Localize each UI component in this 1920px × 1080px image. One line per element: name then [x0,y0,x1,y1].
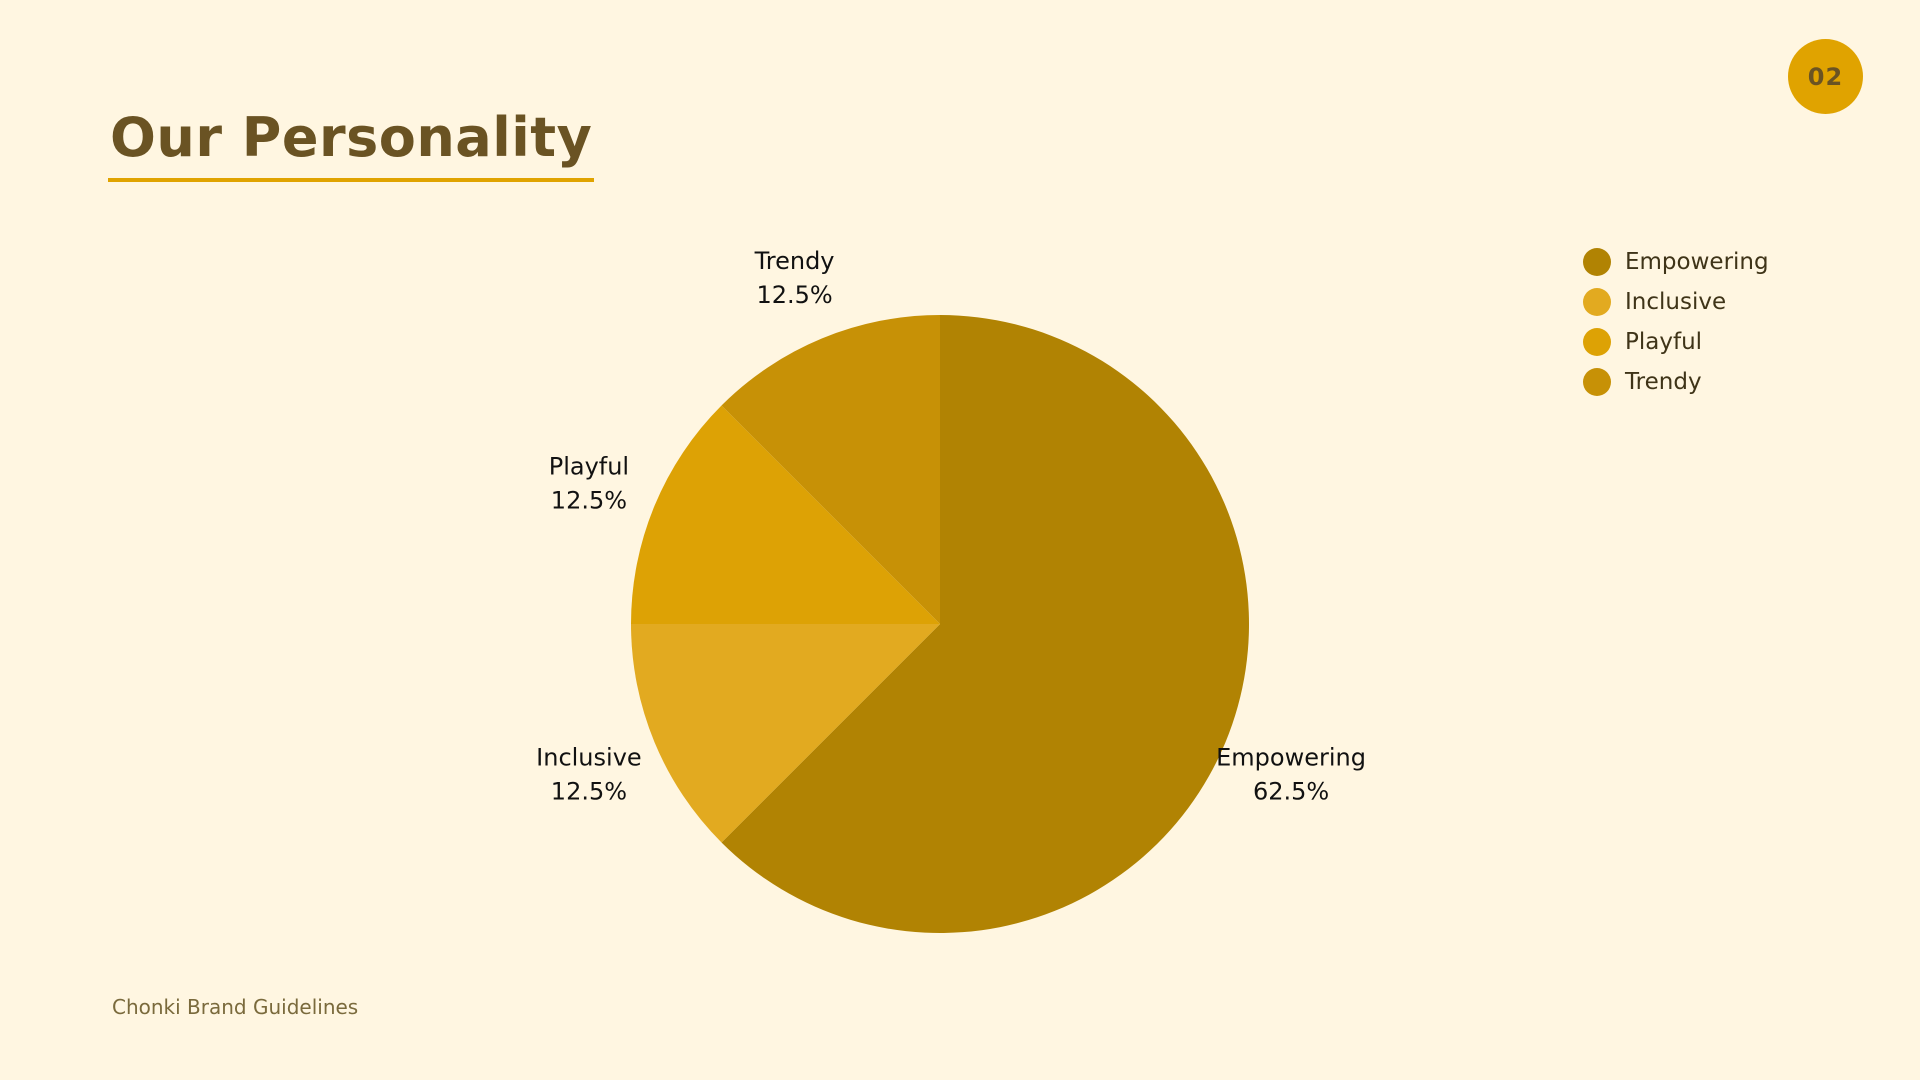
legend-label: Empowering [1625,249,1769,275]
page-number-badge: 02 [1788,39,1863,114]
legend-swatch [1583,248,1611,276]
pie-slices [631,315,1250,933]
title-block: Our Personality [108,104,595,182]
footer-text: Chonki Brand Guidelines [112,995,359,1019]
slice-percent-inclusive: 12.5% [551,777,627,805]
pie-slice-trendy [721,315,940,624]
legend-swatch [1583,328,1611,356]
slice-label-trendy: Trendy [754,247,835,275]
legend-swatch [1583,288,1611,316]
slice-percent-playful: 12.5% [551,487,627,515]
pie-labels: Empowering 62.5% Inclusive 12.5% Playful 12.5… [536,247,1366,805]
chart-legend: Empowering Inclusive Playful Trendy [1583,242,1769,402]
legend-item-inclusive: Inclusive [1583,282,1769,322]
legend-item-playful: Playful [1583,322,1769,362]
legend-item-empowering: Empowering [1583,242,1769,282]
legend-label: Playful [1625,329,1703,355]
pie-slice-empowering [721,315,1250,933]
legend-swatch [1583,368,1611,396]
page-title: Our Personality [108,104,595,182]
slice-percent-empowering: 62.5% [1253,777,1329,805]
legend-label: Inclusive [1625,289,1727,315]
slice-percent-trendy: 12.5% [756,281,832,309]
legend-item-trendy: Trendy [1583,362,1769,402]
pie-slice-playful [631,405,940,624]
pie-slice-inclusive [631,624,940,843]
slice-label-empowering: Empowering [1216,743,1366,771]
legend-label: Trendy [1625,369,1702,395]
slice-label-playful: Playful [549,453,629,481]
slice-label-inclusive: Inclusive [536,743,642,771]
